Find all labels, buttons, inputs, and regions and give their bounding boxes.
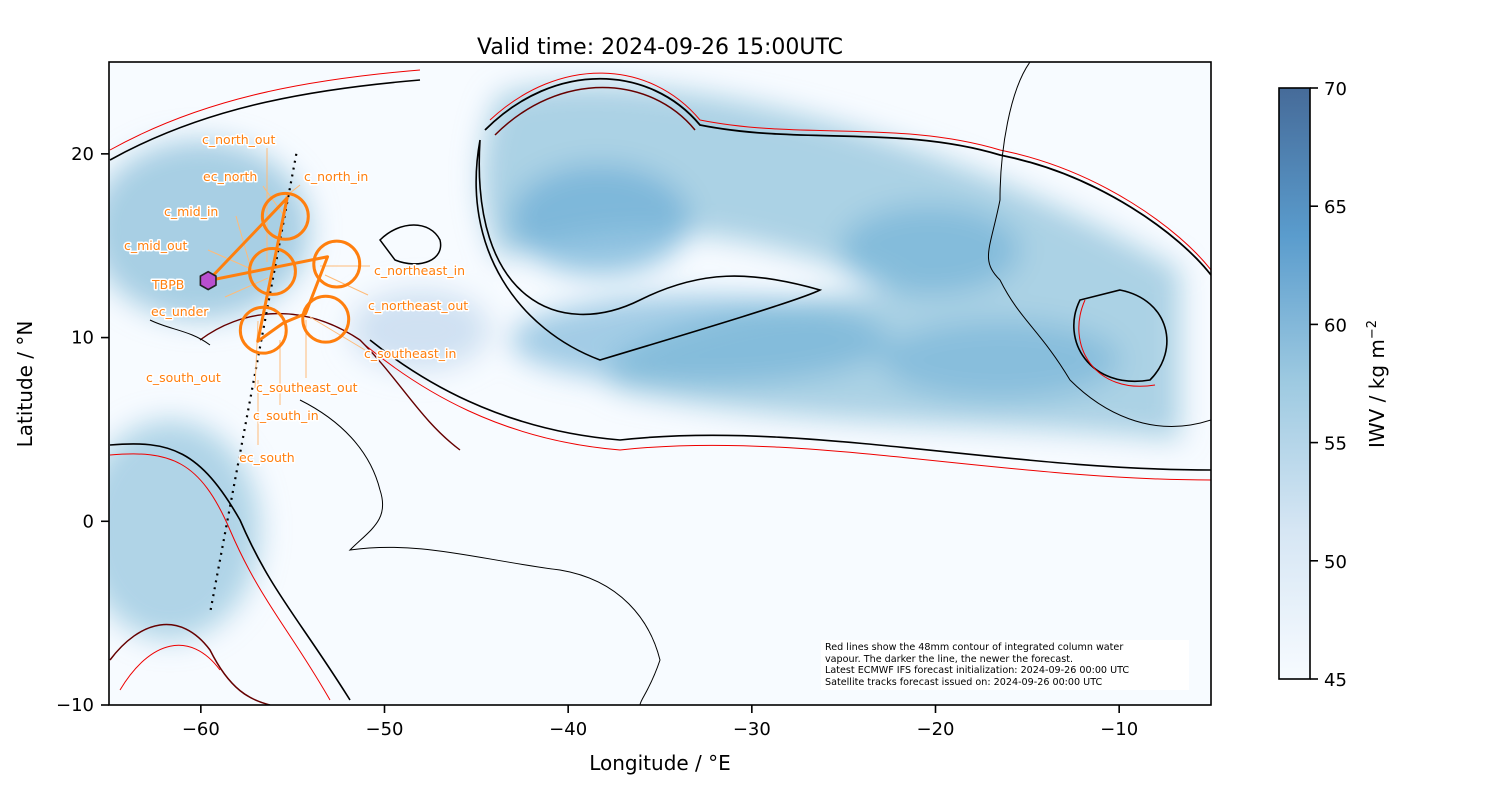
iwv-contours — [109, 69, 1211, 705]
colorbar-tick-label: 50 — [1324, 552, 1347, 573]
y-tick-label: −10 — [56, 695, 94, 716]
colorbar-ticks: 45 50 55 60 65 70 — [1310, 79, 1347, 691]
label-c-north-in: c_north_in — [304, 169, 368, 184]
y-tick-label: 0 — [83, 511, 94, 532]
note-line: Satellite tracks forecast issued on: 202… — [825, 676, 1103, 688]
label-c-mid-in: c_mid_in — [164, 204, 218, 219]
plot-area: c_north_out ec_north c_north_in c_mid_in… — [109, 62, 1211, 705]
label-c-southeast-in: c_southeast_in — [364, 346, 456, 361]
circle-c-south — [238, 305, 288, 355]
colorbar — [1278, 87, 1311, 680]
circle-c-north — [260, 191, 310, 241]
note-line: Latest ECMWF IFS forecast initialization… — [825, 665, 1130, 676]
y-tick-label: 20 — [71, 144, 94, 165]
y-tick-label: 10 — [71, 328, 94, 349]
x-tick-label: −40 — [549, 719, 587, 740]
colorbar-tick-label: 55 — [1324, 434, 1347, 455]
colorbar-tick-label: 65 — [1324, 197, 1347, 218]
circle-c-southeast — [301, 294, 351, 344]
plot-frame — [108, 61, 1212, 706]
label-c-south-in: c_south_in — [253, 408, 319, 423]
flight-path — [207, 196, 330, 343]
chart-title: Valid time: 2024-09-26 15:00UTC — [477, 35, 843, 60]
forecast-info-note: Red lines show the 48mm contour of integ… — [821, 640, 1189, 690]
y-axis: −10 0 10 20 — [56, 144, 109, 716]
x-axis: −60 −50 −40 −30 −20 −10 — [182, 705, 1138, 740]
airport-tbpb-marker[interactable] — [199, 270, 217, 291]
label-ec-north: ec_north — [203, 169, 257, 184]
label-c-northeast-in: c_northeast_in — [374, 263, 465, 278]
x-tick-label: −60 — [182, 719, 220, 740]
circle-c-mid — [248, 246, 297, 296]
label-tbpb: TBPB — [151, 277, 184, 292]
note-line: vapour. The darker the line, the newer t… — [825, 653, 1074, 665]
note-line: Red lines show the 48mm contour of integ… — [825, 642, 1124, 653]
x-axis-label: Longitude / °E — [589, 751, 731, 775]
colorbar-tick-label: 70 — [1324, 79, 1347, 100]
label-c-north-out: c_north_out — [202, 132, 275, 147]
x-tick-label: −30 — [733, 719, 771, 740]
x-tick-label: −10 — [1100, 719, 1138, 740]
x-tick-label: −50 — [366, 719, 404, 740]
y-axis-label: Latitude / °N — [13, 321, 37, 448]
label-c-mid-out: c_mid_out — [124, 238, 188, 253]
colorbar-label: IWV / kg m−2 — [1365, 320, 1389, 448]
label-ec-south: ec_south — [239, 450, 295, 465]
label-c-south-out: c_south_out — [146, 370, 221, 385]
coastlines — [149, 62, 1211, 705]
waypoint-labels: c_north_out ec_north c_north_in c_mid_in… — [123, 131, 470, 467]
flight-circles — [238, 191, 362, 355]
x-tick-label: −20 — [917, 719, 955, 740]
label-c-southeast-out: c_southeast_out — [256, 380, 358, 395]
circle-c-northeast — [312, 239, 362, 289]
colorbar-tick-label: 45 — [1324, 670, 1347, 691]
colorbar-tick-label: 60 — [1324, 315, 1347, 336]
label-c-northeast-out: c_northeast_out — [368, 298, 468, 313]
label-ec-under: ec_under — [151, 304, 209, 319]
iwv-field — [109, 84, 1180, 640]
